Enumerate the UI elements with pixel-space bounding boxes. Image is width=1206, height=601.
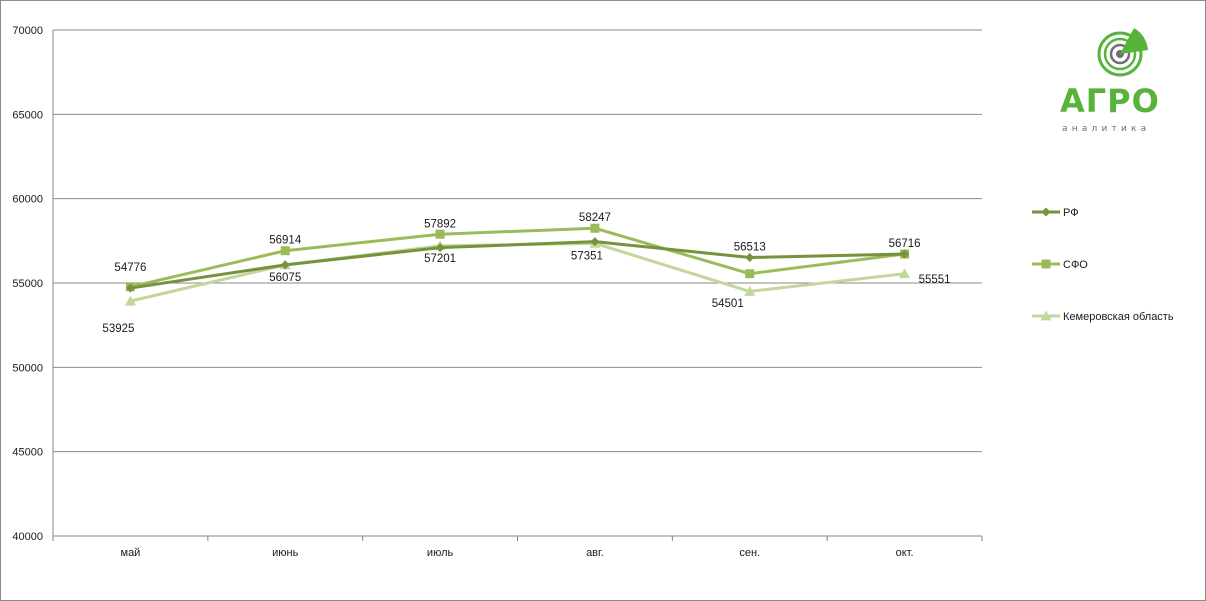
y-tick-label: 70000	[12, 25, 43, 37]
x-tick-label: сен.	[739, 547, 760, 559]
x-tick-label: окт.	[896, 547, 914, 559]
data-point	[745, 252, 755, 262]
data-label: 56716	[889, 238, 921, 250]
series-line	[130, 240, 905, 290]
data-label: 56513	[734, 242, 766, 254]
agro-logo-icon	[1097, 28, 1148, 77]
data-point	[590, 223, 600, 233]
data-label: 57892	[424, 218, 456, 230]
legend: РФ СФО Кемеровская область	[1032, 207, 1174, 323]
gridlines	[52, 29, 982, 537]
x-tick-label: июнь	[272, 547, 298, 559]
data-label: 53925	[102, 323, 134, 335]
legend-marker	[1041, 207, 1051, 217]
data-label: 58247	[579, 212, 611, 224]
data-point	[124, 295, 136, 306]
legend-label: Кемеровская область	[1063, 311, 1174, 323]
x-tick-label: май	[121, 547, 141, 559]
data-label: 54776	[114, 262, 146, 274]
series-line	[130, 241, 905, 303]
data-point	[435, 229, 445, 239]
series-line	[130, 226, 905, 289]
data-point	[745, 269, 755, 279]
y-tick-label: 40000	[12, 531, 43, 543]
data-point	[125, 283, 135, 293]
data-labels: 54776 53925 56914 56075 57892 57201 58247 57351…	[102, 212, 950, 335]
data-point	[280, 246, 290, 256]
legend-marker	[1040, 310, 1052, 321]
data-point	[280, 260, 290, 270]
x-tick-label: авг.	[586, 547, 604, 559]
data-label: 57351	[571, 250, 603, 262]
y-tick-label: 50000	[12, 362, 43, 374]
series-lines	[124, 223, 911, 306]
x-axis: май июнь июль авг. сен. окт.	[52, 536, 983, 559]
data-point	[590, 237, 600, 247]
legend-marker	[1041, 259, 1051, 269]
data-point	[435, 243, 445, 253]
data-label: 54501	[712, 298, 744, 310]
data-point	[744, 285, 756, 296]
legend-label: СФО	[1063, 259, 1088, 271]
data-label: 56075	[269, 272, 301, 284]
logo-subtitle: аналитика	[1062, 124, 1151, 134]
y-tick-label: 65000	[12, 109, 43, 121]
data-point	[899, 268, 911, 279]
y-tick-label: 45000	[12, 447, 43, 459]
data-label: 55551	[919, 274, 951, 286]
logo-word: АГРО	[1060, 82, 1160, 120]
legend-label: РФ	[1063, 207, 1079, 219]
data-label: 56914	[269, 235, 302, 247]
y-axis-ticks: 40000 45000 50000 55000 60000 65000 70000	[12, 25, 43, 543]
y-tick-label: 55000	[12, 278, 43, 290]
y-tick-label: 60000	[12, 194, 43, 206]
x-tick-label: июль	[427, 547, 454, 559]
data-label: 57201	[424, 253, 456, 265]
data-point	[900, 249, 910, 259]
